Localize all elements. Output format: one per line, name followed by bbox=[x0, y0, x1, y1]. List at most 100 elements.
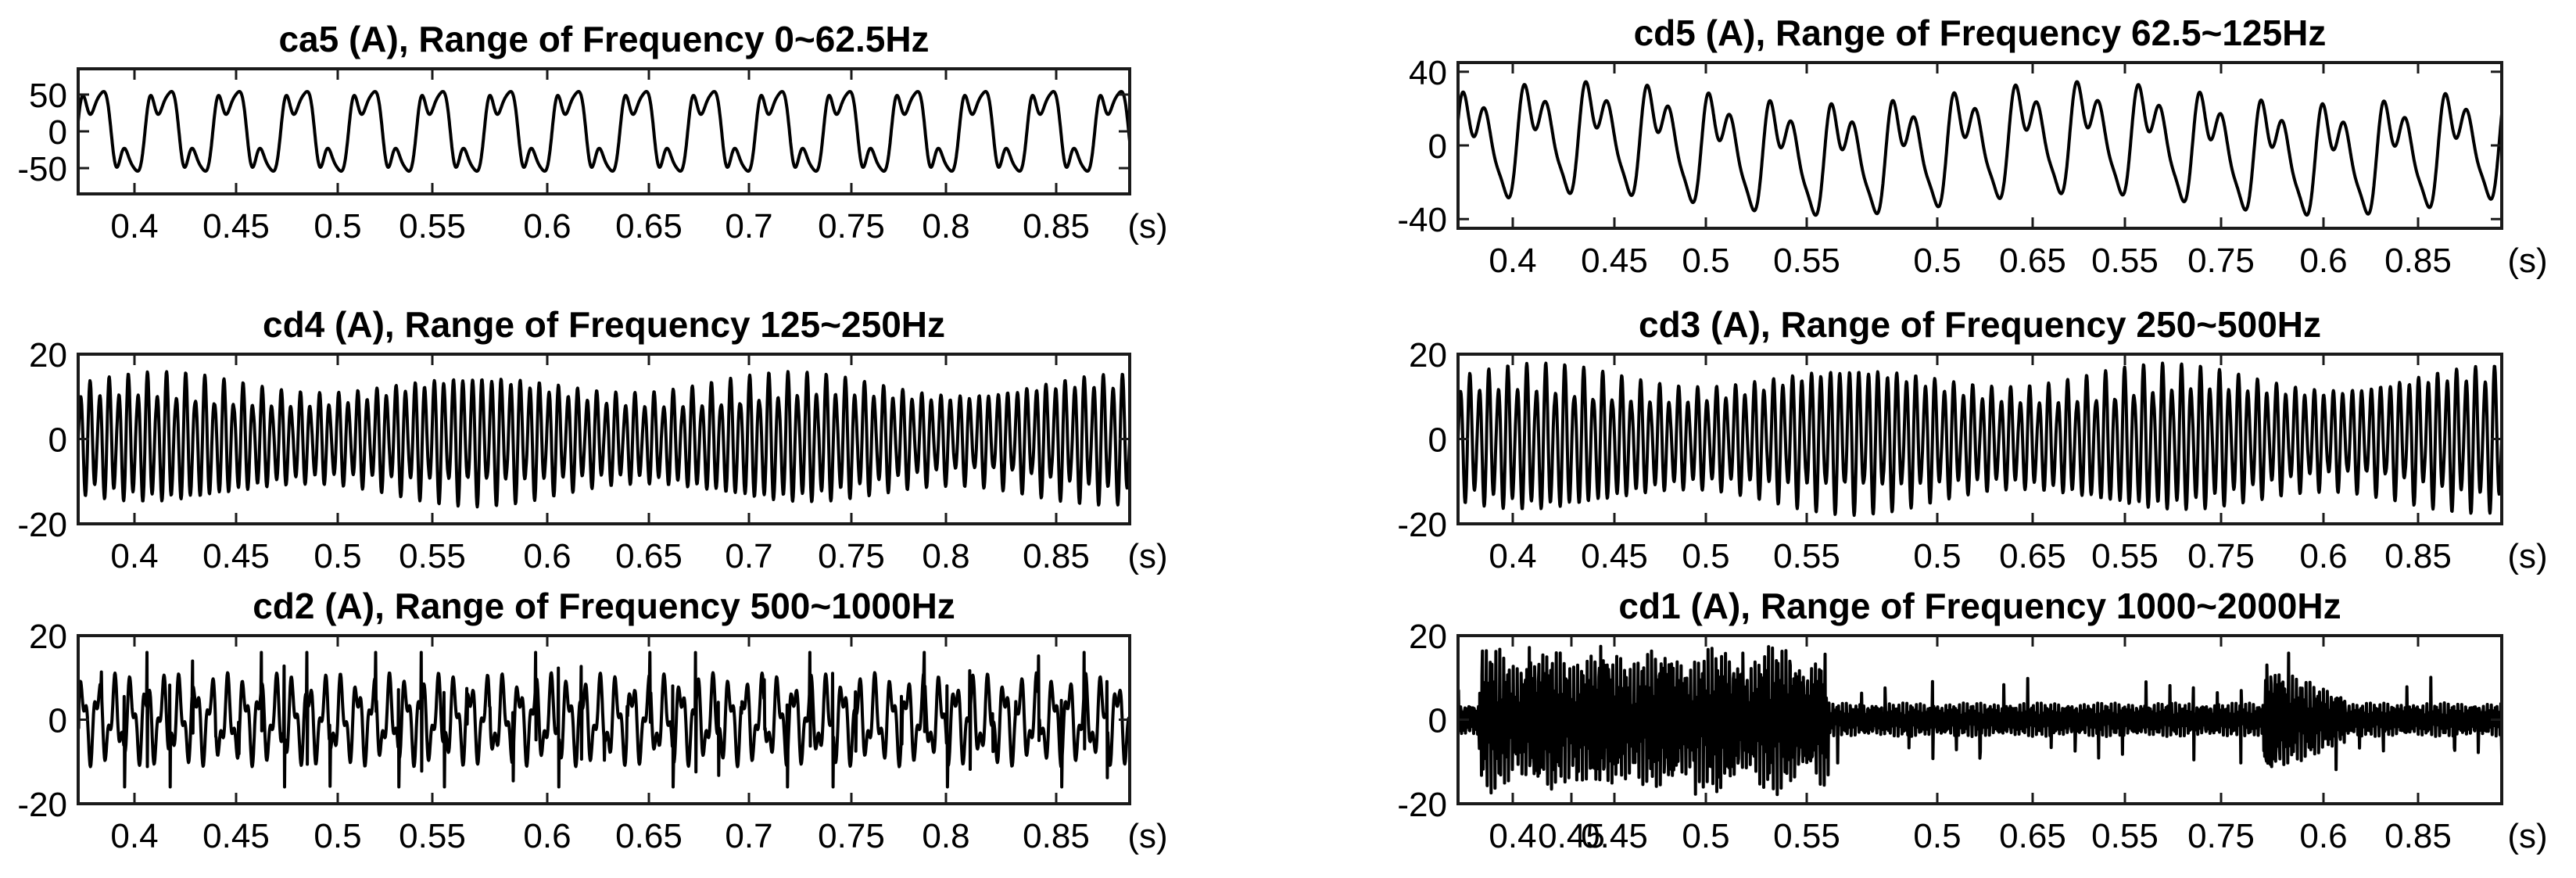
y-tick-label: 40 bbox=[1409, 54, 1447, 92]
x-tick-label: 0.55 bbox=[1773, 242, 1840, 280]
x-tick-label: 0.8 bbox=[922, 817, 969, 855]
x-tick-label: 0.75 bbox=[818, 207, 885, 245]
y-tick-label: 20 bbox=[1409, 618, 1447, 656]
x-tick-label: 0.4 bbox=[110, 207, 158, 245]
x-tick-label: 0.55 bbox=[2091, 242, 2159, 280]
x-tick-label: 0.65 bbox=[1999, 537, 2066, 575]
x-tick-label: 0.45 bbox=[202, 207, 270, 245]
y-tick-label: -20 bbox=[1397, 786, 1447, 824]
x-tick-label: 0.7 bbox=[725, 537, 772, 575]
y-tick-label: 20 bbox=[29, 336, 67, 374]
x-tick-label: 0.4 bbox=[1489, 242, 1536, 280]
y-tick-label: 20 bbox=[1409, 336, 1447, 374]
waveform-line bbox=[1456, 361, 2503, 518]
x-tick-label: 0.85 bbox=[2384, 537, 2452, 575]
x-tick-label: 0.6 bbox=[523, 537, 571, 575]
x-tick-label: 0.6 bbox=[2299, 242, 2347, 280]
x-tick-label: 0.55 bbox=[399, 817, 466, 855]
x-tick-label: 0.45 bbox=[1581, 817, 1648, 855]
y-tick-label: 20 bbox=[29, 618, 67, 656]
x-tick-label: 0.75 bbox=[818, 817, 885, 855]
x-tick-label: 0.5 bbox=[1682, 817, 1729, 855]
x-tick-label: 0.5 bbox=[313, 537, 361, 575]
waveform-line bbox=[77, 370, 1131, 509]
x-tick-label: 0.65 bbox=[615, 817, 683, 855]
x-tick-label: 0.45 bbox=[1581, 242, 1648, 280]
y-tick-label: -20 bbox=[1397, 506, 1447, 544]
x-unit-label: (s) bbox=[1127, 817, 1167, 855]
x-tick-label: 0.65 bbox=[1999, 242, 2066, 280]
axes-box bbox=[77, 67, 1131, 195]
subplot-3: cd4 (A), Range of Frequency 125~250Hz 20 0… bbox=[17, 304, 1167, 575]
x-tick-label: 0.85 bbox=[1023, 817, 1090, 855]
x-tick-label: 0.65 bbox=[615, 207, 683, 245]
y-tick-label: 0 bbox=[48, 113, 67, 152]
x-tick-label: 0.5 bbox=[313, 207, 361, 245]
x-tick-label: 0.75 bbox=[2187, 242, 2255, 280]
x-tick-label: 0.55 bbox=[1773, 537, 1840, 575]
y-tick-label: -20 bbox=[17, 506, 67, 544]
x-tick-label: 0.45 bbox=[202, 817, 270, 855]
x-tick-label: 0.45 bbox=[202, 537, 270, 575]
x-tick-label: 0.6 bbox=[523, 817, 571, 855]
y-tick-label: -20 bbox=[17, 786, 67, 824]
x-tick-label: 0.75 bbox=[818, 537, 885, 575]
x-tick-label: 0.6 bbox=[2299, 817, 2347, 855]
x-tick-label: 0.85 bbox=[1023, 537, 1090, 575]
x-tick-label: 0.4 bbox=[110, 537, 158, 575]
x-unit-label: (s) bbox=[2507, 537, 2547, 575]
subplot-title: cd4 (A), Range of Frequency 125~250Hz bbox=[263, 304, 945, 345]
x-tick-label: 0.85 bbox=[2384, 242, 2452, 280]
x-tick-label: 0.85 bbox=[2384, 817, 2452, 855]
x-tick-label: 0.55 bbox=[2091, 537, 2159, 575]
y-tick-label: 0 bbox=[48, 421, 67, 460]
subplot-title: ca5 (A), Range of Frequency 0~62.5Hz bbox=[278, 19, 929, 59]
x-tick-label: 0.8 bbox=[922, 207, 969, 245]
subplot-title: cd5 (A), Range of Frequency 62.5~125Hz bbox=[1634, 13, 2327, 53]
x-tick-label: 0.55 bbox=[1773, 817, 1840, 855]
subplot-title: cd1 (A), Range of Frequency 1000~2000Hz bbox=[1618, 586, 2341, 626]
x-tick-label: 0.5 bbox=[1913, 817, 1961, 855]
x-tick-label: 0.65 bbox=[1999, 817, 2066, 855]
x-tick-label: 0.65 bbox=[615, 537, 683, 575]
x-unit-label: (s) bbox=[1127, 207, 1167, 245]
y-tick-label: -50 bbox=[17, 150, 67, 188]
x-tick-label: 0.8 bbox=[922, 537, 969, 575]
y-tick-label: 0 bbox=[48, 702, 67, 740]
waveform-line bbox=[1456, 80, 2503, 217]
x-tick-label: 0.4 bbox=[110, 817, 158, 855]
subplot-2: cd5 (A), Range of Frequency 62.5~125Hz 40… bbox=[1397, 13, 2547, 280]
x-tick-label: 0.45 bbox=[1581, 537, 1648, 575]
y-tick-label: -40 bbox=[1397, 201, 1447, 239]
y-tick-label: 0 bbox=[1428, 702, 1447, 740]
subplot-6: cd1 (A), Range of Frequency 1000~2000Hz 2… bbox=[1397, 586, 2547, 855]
x-tick-label: 0.5 bbox=[313, 817, 361, 855]
subplot-1: ca5 (A), Range of Frequency 0~62.5Hz 500-… bbox=[17, 19, 1167, 245]
x-tick-label: 0.7 bbox=[725, 817, 772, 855]
x-unit-label: (s) bbox=[1127, 537, 1167, 575]
y-tick-label: 0 bbox=[1428, 127, 1447, 166]
x-tick-label: 0.4 bbox=[1489, 817, 1536, 855]
x-tick-label: 0.45 bbox=[1538, 817, 1605, 855]
x-tick-label: 0.6 bbox=[523, 207, 571, 245]
x-tick-label: 0.75 bbox=[2187, 817, 2255, 855]
subplot-4: cd3 (A), Range of Frequency 250~500Hz 20 0… bbox=[1397, 304, 2547, 575]
x-tick-label: 0.5 bbox=[1682, 537, 1729, 575]
waveform-line bbox=[77, 650, 1131, 789]
x-tick-label: 0.55 bbox=[399, 537, 466, 575]
x-tick-label: 0.7 bbox=[725, 207, 772, 245]
x-unit-label: (s) bbox=[2507, 817, 2547, 855]
subplot-title: cd2 (A), Range of Frequency 500~1000Hz bbox=[253, 586, 955, 626]
x-tick-label: 0.4 bbox=[1489, 537, 1536, 575]
y-tick-label: 50 bbox=[29, 77, 67, 115]
x-unit-label: (s) bbox=[2507, 242, 2547, 280]
x-tick-label: 0.5 bbox=[1913, 242, 1961, 280]
x-tick-label: 0.75 bbox=[2187, 537, 2255, 575]
y-tick-label: 0 bbox=[1428, 421, 1447, 460]
x-tick-label: 0.5 bbox=[1682, 242, 1729, 280]
x-tick-label: 0.85 bbox=[1023, 207, 1090, 245]
subplot-5: cd2 (A), Range of Frequency 500~1000Hz 20… bbox=[17, 586, 1167, 855]
x-tick-label: 0.55 bbox=[2091, 817, 2159, 855]
x-tick-label: 0.5 bbox=[1913, 537, 1961, 575]
